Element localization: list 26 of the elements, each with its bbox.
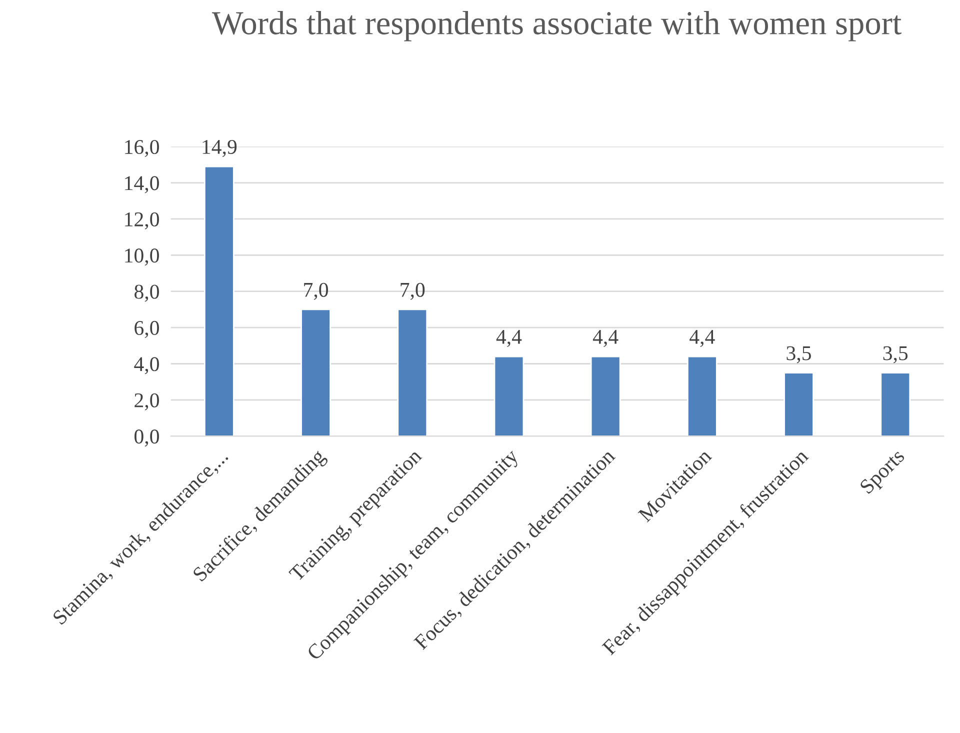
data-label: 14,9 [202,140,237,157]
data-label: 4,4 [496,330,522,347]
y-tick-label: 8,0 [134,284,159,302]
data-label: 7,0 [400,282,425,300]
y-tick-label: 2,0 [134,393,159,410]
data-label: 3,5 [786,346,811,364]
bar [880,372,911,436]
bar [686,356,718,436]
y-tick-label: 6,0 [134,320,159,338]
bar [494,356,524,436]
bar [300,308,331,436]
y-tick-label: 10,0 [125,248,159,266]
y-tick-label: 14,0 [125,176,159,194]
y-tick-label: 12,0 [125,212,159,230]
data-label: 4,4 [592,330,618,347]
bar [784,372,814,436]
data-label: 4,4 [690,330,715,347]
data-label: 7,0 [304,282,328,300]
data-label: 3,5 [883,346,908,364]
y-tick-label: 0,0 [134,430,159,447]
y-tick-label: 4,0 [134,357,159,374]
bar [397,308,428,436]
chart-title: Words that respondents associate with women sport [212,10,902,42]
y-tick-label: 16,0 [125,140,159,158]
bar [590,356,621,436]
bar [204,166,234,436]
